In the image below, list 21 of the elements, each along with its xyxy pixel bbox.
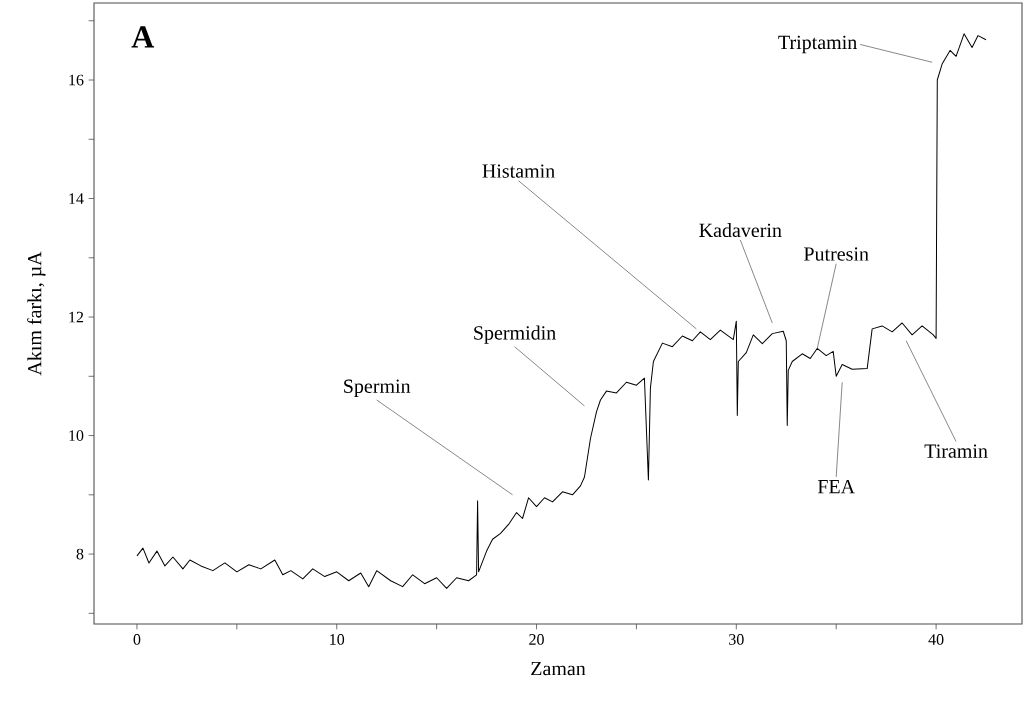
y-tick-label: 8 [76, 548, 84, 560]
x-tick-label: 20 [529, 634, 544, 645]
y-tick-label: 14 [69, 193, 84, 204]
x-tick-label: 40 [928, 634, 944, 645]
x-axis-title: Zaman [531, 661, 586, 676]
x-tick-label: 0 [133, 634, 141, 645]
annotation: Tiramin [924, 444, 988, 458]
y-tick-label: 16 [69, 74, 84, 86]
annotation: Histamin [482, 164, 555, 178]
annotation: Putresin [804, 247, 869, 261]
annotation: Kadaverin [699, 223, 782, 238]
y-tick-label: 12 [69, 311, 84, 323]
annotation: Triptamin [778, 35, 857, 54]
annotation: FEA [817, 479, 855, 494]
annotation: A [131, 26, 155, 48]
y-tick-label: 10 [69, 430, 84, 441]
annotation: Spermin [344, 379, 411, 398]
x-tick-label: 10 [330, 634, 345, 645]
y-axis-title: Akım farkı, µA [27, 251, 46, 376]
x-tick-label: 30 [729, 634, 744, 645]
annotation: Spermidin [474, 325, 556, 344]
